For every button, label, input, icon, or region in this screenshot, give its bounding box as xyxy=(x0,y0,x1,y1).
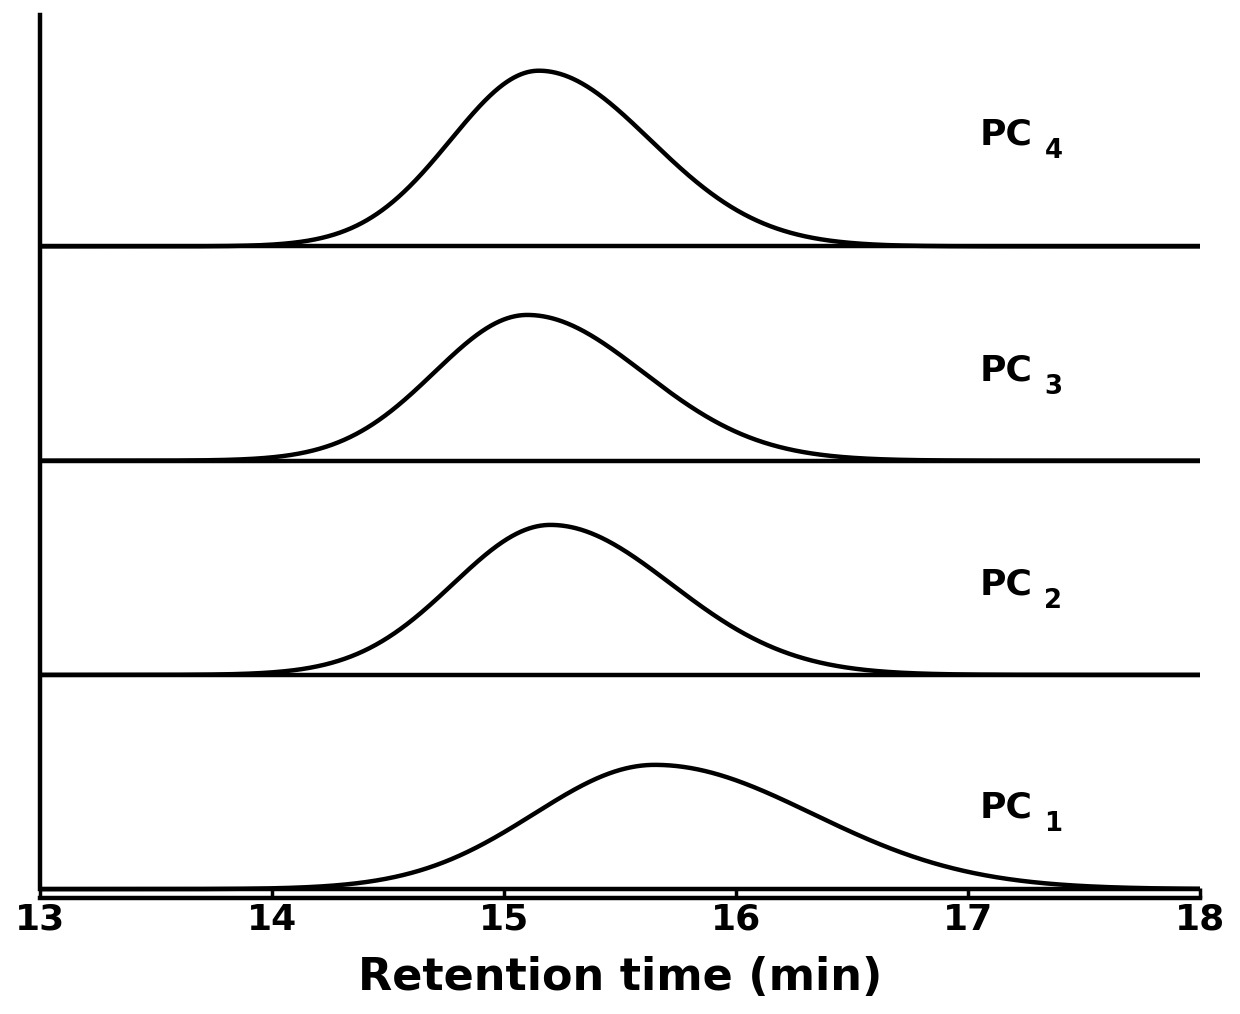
Text: PC: PC xyxy=(980,354,1033,387)
X-axis label: Retention time (min): Retention time (min) xyxy=(358,956,882,999)
Text: 1: 1 xyxy=(1044,811,1063,837)
Text: PC: PC xyxy=(980,568,1033,602)
Text: PC: PC xyxy=(980,118,1033,152)
Text: 2: 2 xyxy=(1044,588,1063,613)
Text: 4: 4 xyxy=(1044,138,1063,164)
Text: PC: PC xyxy=(980,791,1033,824)
Text: 3: 3 xyxy=(1044,374,1063,400)
